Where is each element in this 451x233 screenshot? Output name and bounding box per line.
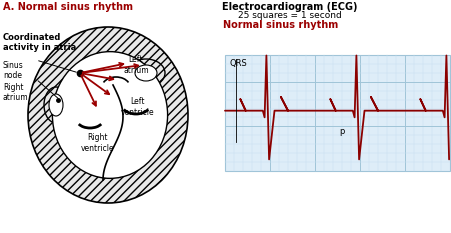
Text: Coordinated
activity in atria: Coordinated activity in atria (3, 33, 76, 52)
Ellipse shape (28, 27, 188, 203)
Text: QRS: QRS (230, 59, 247, 68)
Ellipse shape (49, 94, 63, 116)
Ellipse shape (52, 52, 167, 178)
Text: p: p (339, 127, 344, 136)
Text: Electrocardiogram (ECG): Electrocardiogram (ECG) (222, 2, 357, 12)
Text: 25 squares = 1 second: 25 squares = 1 second (238, 11, 341, 20)
Text: Right
atrium: Right atrium (3, 83, 28, 102)
Text: Right
ventricle: Right ventricle (81, 133, 115, 153)
Text: A. Normal sinus rhythm: A. Normal sinus rhythm (3, 2, 133, 12)
Text: Normal sinus rhythm: Normal sinus rhythm (222, 20, 337, 30)
Ellipse shape (127, 59, 165, 87)
Text: Sinus
node: Sinus node (3, 61, 24, 80)
Ellipse shape (44, 87, 68, 123)
Text: Left
atrium: Left atrium (123, 55, 148, 75)
Ellipse shape (135, 65, 156, 81)
Text: Left
ventricle: Left ventricle (121, 97, 155, 117)
Bar (225, 55, 449, 171)
